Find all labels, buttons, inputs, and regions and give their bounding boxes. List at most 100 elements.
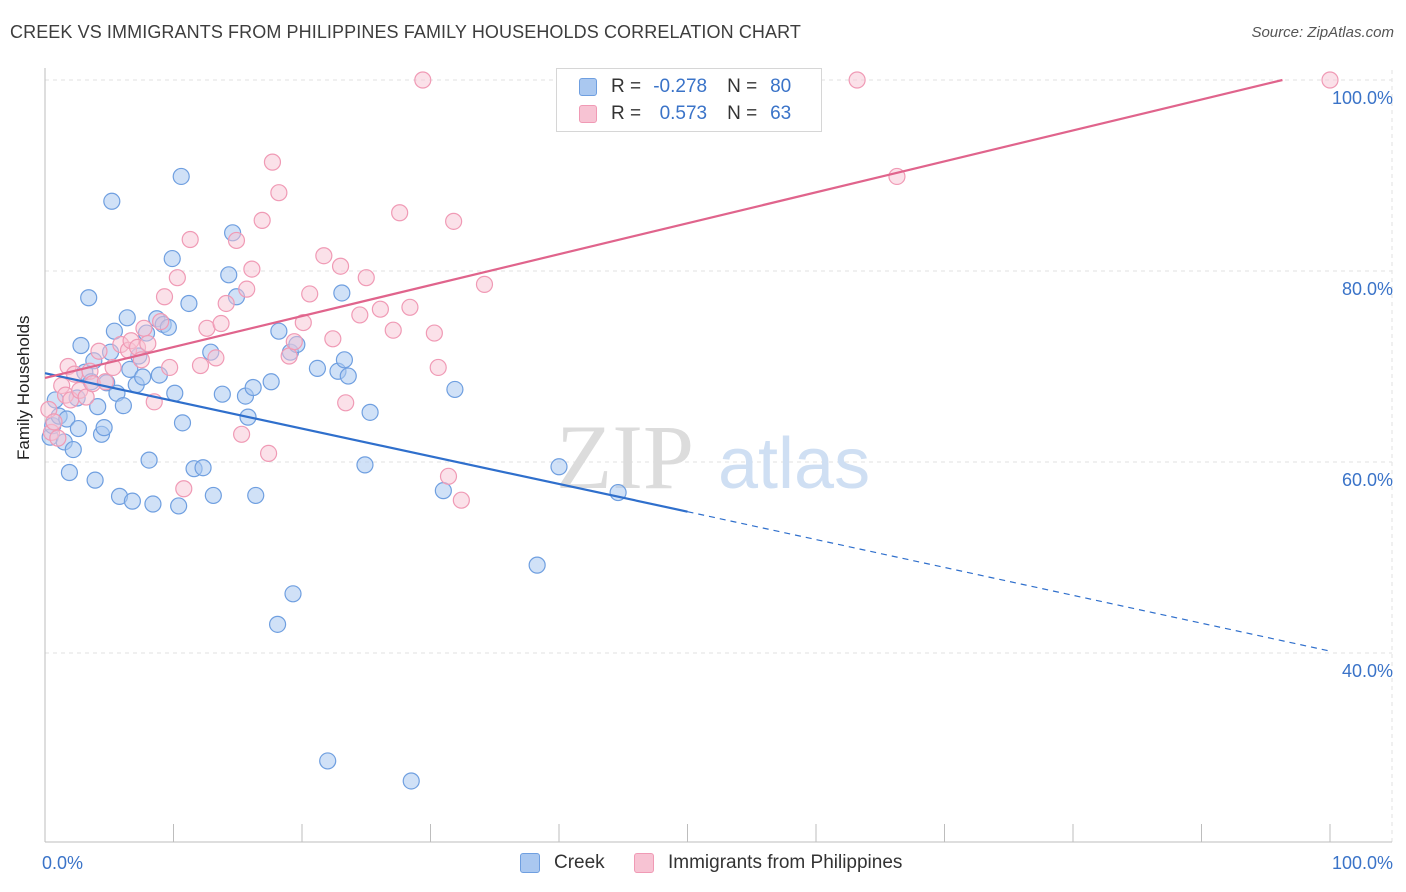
philippines-point: [49, 429, 67, 447]
creek-point: [528, 556, 546, 574]
legend-swatch-philippines: [579, 105, 597, 123]
philippines-point: [294, 313, 312, 332]
creek-point: [308, 359, 327, 378]
creek-point: [434, 482, 452, 500]
philippines-point: [452, 491, 470, 509]
philippines-point: [212, 314, 230, 333]
x-tick-label: 100.0%: [1332, 853, 1393, 873]
trend-lines: [44, 78, 1331, 652]
philippines-point: [161, 358, 179, 377]
creek-point: [72, 336, 90, 355]
philippines-point: [475, 275, 494, 293]
philippines-point: [1321, 71, 1339, 89]
creek-trend-extension: [687, 511, 1331, 652]
philippines-point: [45, 413, 63, 431]
series-legend: Creek Immigrants from Philippines: [0, 852, 1406, 878]
legend-n-value: 63: [770, 103, 792, 124]
philippines-point: [401, 298, 419, 316]
creek-point: [140, 451, 158, 469]
philippines-point: [155, 288, 174, 306]
legend-r-label: R =: [611, 103, 642, 124]
creek-point: [114, 397, 132, 415]
creek-point: [220, 266, 238, 284]
legend-r-label: R =: [611, 76, 642, 97]
creek-point: [89, 398, 107, 416]
watermark-atlas: atlas: [718, 424, 870, 504]
creek-point: [247, 486, 265, 505]
philippines-point: [238, 280, 256, 298]
philippines-point: [285, 333, 303, 351]
creek-point: [446, 380, 464, 399]
legend-n-value: 80: [770, 76, 792, 97]
legend-row-creek: R = -0.278 N = 80: [579, 75, 791, 99]
creek-point: [134, 368, 152, 386]
y-tick-label: 100.0%: [1332, 88, 1393, 108]
source-credit: Source: ZipAtlas.com: [1251, 24, 1394, 41]
philippines-point: [301, 285, 319, 303]
philippines-point: [233, 425, 251, 443]
creek-point: [270, 322, 288, 340]
creek-point: [64, 440, 82, 459]
creek-point: [95, 419, 113, 437]
creek-point: [550, 458, 568, 476]
creek-point: [333, 284, 351, 302]
legend-r-value: -0.278: [653, 76, 708, 97]
philippines-point: [152, 313, 170, 331]
philippines-point: [135, 319, 153, 337]
legend-n-label: N =: [727, 76, 758, 97]
philippines-point: [384, 321, 402, 339]
creek-point: [204, 486, 222, 505]
creek-point: [194, 459, 212, 477]
philippines-point: [337, 394, 355, 412]
philippines-point: [168, 269, 186, 287]
creek-point: [339, 367, 357, 385]
creek-point: [163, 249, 181, 268]
legend-r-value: 0.573: [659, 103, 708, 124]
philippines-point: [331, 257, 350, 275]
philippines-point: [207, 349, 225, 367]
creek-point: [69, 419, 88, 438]
y-tick-label: 60.0%: [1342, 470, 1393, 490]
creek-point: [118, 309, 136, 327]
creek-point: [356, 456, 374, 474]
creek-point: [60, 463, 79, 482]
creek-point: [103, 192, 121, 210]
correlation-legend: R = -0.278 N = 80 R = 0.573 N = 63: [556, 68, 822, 132]
philippines-point: [429, 358, 447, 377]
philippines-point: [280, 347, 298, 365]
gridlines: [45, 70, 1393, 842]
series-swatch-philippines: [634, 853, 654, 873]
philippines-point: [259, 444, 278, 463]
philippines-point: [315, 247, 333, 265]
creek-point: [173, 414, 192, 432]
legend-swatch-creek: [579, 78, 597, 96]
series-legend-creek[interactable]: Creek: [520, 852, 605, 874]
philippines-point: [263, 153, 282, 171]
philippines-point: [439, 467, 458, 485]
chart-title: CREEK VS IMMIGRANTS FROM PHILIPPINES FAM…: [10, 22, 801, 42]
creek-point: [361, 403, 379, 421]
creek-points: [41, 167, 627, 790]
creek-point: [284, 585, 302, 603]
philippines-point: [175, 480, 193, 498]
creek-point: [144, 495, 162, 513]
series-name-creek: Creek: [554, 852, 605, 873]
axes: [44, 68, 1392, 843]
y-tick-label: 80.0%: [1342, 279, 1393, 299]
series-name-philippines: Immigrants from Philippines: [668, 852, 903, 873]
creek-point: [80, 289, 98, 307]
creek-point: [319, 752, 337, 770]
philippines-point: [357, 269, 375, 287]
philippines-point: [191, 356, 210, 375]
legend-row-philippines: R = 0.573 N = 63: [579, 102, 791, 126]
philippines-point: [371, 300, 389, 318]
series-legend-philippines[interactable]: Immigrants from Philippines: [634, 852, 902, 874]
philippines-point: [425, 324, 443, 342]
creek-point: [170, 497, 188, 515]
philippines-point: [848, 71, 866, 89]
creek-point: [244, 378, 262, 397]
creek-point: [335, 351, 354, 369]
creek-point: [180, 294, 198, 313]
creek-point: [262, 373, 280, 391]
